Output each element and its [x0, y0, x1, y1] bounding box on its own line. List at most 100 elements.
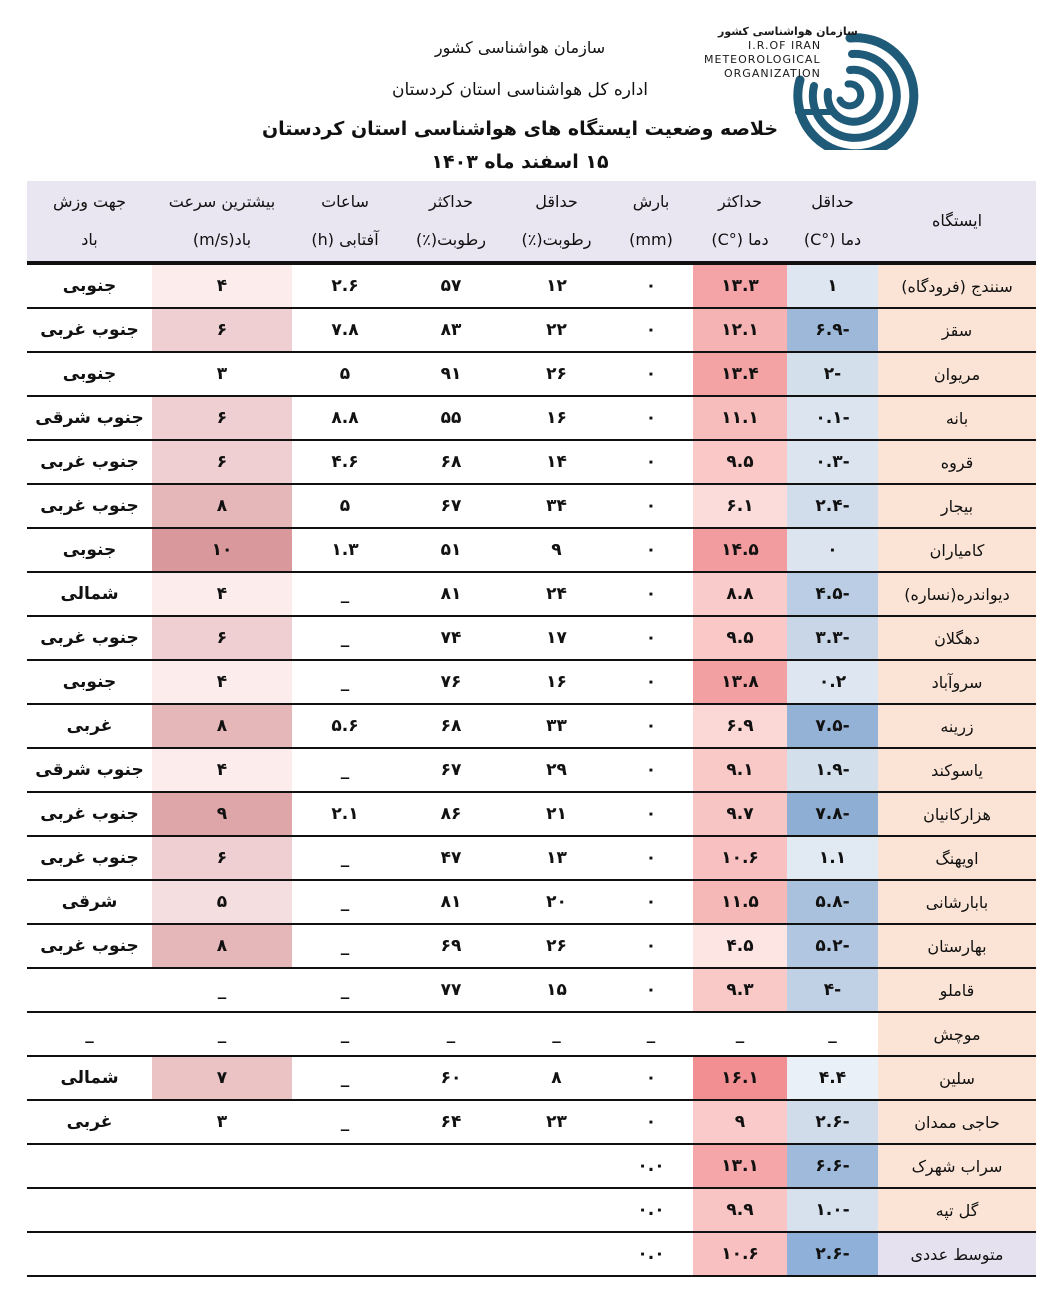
max-humidity-cell: ۴۷ [398, 836, 504, 881]
min-humidity-cell: _ [504, 1012, 609, 1057]
min-humidity-cell: ۱۶ [504, 660, 609, 705]
wind-speed-cell: ۶ [152, 616, 292, 661]
precipitation-cell: ۰ [609, 484, 693, 529]
precipitation-cell: ۰ [609, 616, 693, 661]
sunshine-cell: _ [292, 924, 398, 969]
sunshine-cell: _ [292, 836, 398, 881]
wind-speed-cell: ۶ [152, 836, 292, 881]
table-row: زرینه -۷.۵ ۶.۹ ۰ ۳۳ ۶۸ ۵.۶ ۸ غربی [27, 704, 1036, 749]
column-header-line-1: حداکثر [428, 192, 473, 211]
sunshine-cell: _ [292, 660, 398, 705]
wind-direction-cell: غربی [27, 704, 152, 749]
wind-direction-cell: جنوب غربی [27, 792, 152, 837]
sunshine-cell: _ [292, 572, 398, 617]
table-row: مریوان -۲ ۱۳.۴ ۰ ۲۶ ۹۱ ۵ ۳ جنوبی [27, 352, 1036, 397]
min-temp-cell: -۲.۶ [787, 1100, 878, 1145]
precipitation-cell: ۰ [609, 660, 693, 705]
min-temp-cell: -۴.۵ [787, 572, 878, 617]
wind-speed-cell: _ [152, 1012, 292, 1057]
wind-direction-cell [27, 968, 152, 1013]
sunshine-cell: ۵ [292, 352, 398, 397]
wind-direction-cell: جنوبی [27, 660, 152, 705]
logo-english-line-3: ORGANIZATION [724, 67, 821, 80]
max-temp-cell: ۹.۷ [693, 792, 787, 837]
table-row: کامیاران ۰ ۱۴.۵ ۰ ۹ ۵۱ ۱.۳ ۱۰ جنوبی [27, 528, 1036, 573]
wind-direction-cell [27, 1188, 152, 1233]
max-temp-cell: ۹.۵ [693, 616, 787, 661]
max-temp-cell: ۱۴.۵ [693, 528, 787, 573]
max-humidity-cell: ۵۱ [398, 528, 504, 573]
table-row: گل تپه -۱.۰ ۹.۹ ۰.۰ [27, 1188, 1036, 1233]
min-humidity-cell: ۲۳ [504, 1100, 609, 1145]
meteorological-organization-logo: سازمان هواشناسی کشور I.R.OF IRAN METEORO… [700, 20, 920, 150]
station-name-cell: یاسوکند [878, 748, 1036, 793]
column-header-wind-direction: جهت وزش باد [27, 181, 152, 263]
report-title: خلاصه وضعیت ایستگاه های هواشناسی استان ک… [261, 118, 779, 140]
min-humidity-cell [504, 1144, 609, 1189]
wind-speed-cell [152, 1232, 292, 1277]
precipitation-cell: ۰.۰ [609, 1144, 693, 1189]
min-humidity-cell: ۸ [504, 1056, 609, 1101]
wind-direction-cell: جنوب شرقی [27, 396, 152, 441]
max-temp-cell: ۹.۱ [693, 748, 787, 793]
station-name-cell: بهارستان [878, 924, 1036, 969]
column-header-line-1: جهت وزش [52, 192, 127, 211]
station-name-cell: موچش [878, 1012, 1036, 1057]
min-temp-cell: -۵.۲ [787, 924, 878, 969]
min-humidity-cell: ۲۹ [504, 748, 609, 793]
min-humidity-cell: ۳۴ [504, 484, 609, 529]
wind-direction-cell: شرقی [27, 880, 152, 925]
station-name-cell: کامیاران [878, 528, 1036, 573]
station-name-cell: قروه [878, 440, 1036, 485]
wind-speed-cell: ۸ [152, 484, 292, 529]
table-body: سنندج (فرودگاه) ۱ ۱۳.۳ ۰ ۱۲ ۵۷ ۲.۶ ۴ جنوبی سقز -۶.… [27, 263, 1036, 1277]
min-humidity-cell: ۹ [504, 528, 609, 573]
station-name-cell: بیجار [878, 484, 1036, 529]
max-humidity-cell: ۵۷ [398, 263, 504, 309]
column-header-line-2: رطوبت(٪) [416, 230, 486, 249]
precipitation-cell: ۰.۰ [609, 1232, 693, 1277]
station-name-cell: دیواندره(نساره) [878, 572, 1036, 617]
column-header-line-2: باد [81, 230, 98, 249]
max-humidity-cell: ۸۱ [398, 572, 504, 617]
column-header-station: ایستگاه [878, 181, 1036, 263]
max-humidity-cell: ۶۴ [398, 1100, 504, 1145]
wind-direction-cell: جنوب غربی [27, 440, 152, 485]
min-humidity-cell: ۲۴ [504, 572, 609, 617]
max-humidity-cell: ۵۵ [398, 396, 504, 441]
wind-direction-cell: _ [27, 1012, 152, 1057]
max-humidity-cell: ۶۷ [398, 748, 504, 793]
column-header-line-2: آفتابی (h) [311, 230, 379, 249]
table-row: بانه -۰.۱ ۱۱.۱ ۰ ۱۶ ۵۵ ۸.۸ ۶ جنوب شرقی [27, 396, 1036, 441]
wind-speed-cell: ۴ [152, 660, 292, 705]
sunshine-cell: ۲.۶ [292, 263, 398, 309]
column-header-line-1: حداقل [535, 192, 578, 211]
table-row: بیجار -۲.۴ ۶.۱ ۰ ۳۴ ۶۷ ۵ ۸ جنوب غربی [27, 484, 1036, 529]
min-humidity-cell: ۱۴ [504, 440, 609, 485]
min-temp-cell: ۱.۱ [787, 836, 878, 881]
station-name-cell: بابارشانی [878, 880, 1036, 925]
sunshine-cell: ۵.۶ [292, 704, 398, 749]
max-temp-cell: ۱۱.۱ [693, 396, 787, 441]
column-header-max-wind-speed: بیشترین سرعت باد(m/s) [152, 181, 292, 263]
column-header-max-humidity: حداکثر رطوبت(٪) [398, 181, 504, 263]
precipitation-cell: ۰ [609, 308, 693, 353]
wind-direction-cell: جنوب غربی [27, 616, 152, 661]
wind-speed-cell: ۱۰ [152, 528, 292, 573]
min-temp-cell: -۷.۵ [787, 704, 878, 749]
max-temp-cell: ۱۳.۳ [693, 263, 787, 309]
max-humidity-cell: ۶۸ [398, 440, 504, 485]
max-temp-cell: ۹.۳ [693, 968, 787, 1013]
max-humidity-cell: ۹۱ [398, 352, 504, 397]
table-row: سنندج (فرودگاه) ۱ ۱۳.۳ ۰ ۱۲ ۵۷ ۲.۶ ۴ جنوبی [27, 263, 1036, 309]
station-name-cell: سلین [878, 1056, 1036, 1101]
sunshine-cell: _ [292, 1012, 398, 1057]
sunshine-cell: _ [292, 1100, 398, 1145]
precipitation-cell: ۰ [609, 968, 693, 1013]
station-name-cell: سنندج (فرودگاه) [878, 263, 1036, 309]
station-name-cell: هزارکانیان [878, 792, 1036, 837]
sunshine-cell: ۱.۳ [292, 528, 398, 573]
station-name-cell: متوسط عددی [878, 1232, 1036, 1277]
wind-direction-cell: جنوب غربی [27, 308, 152, 353]
table-row: بهارستان -۵.۲ ۴.۵ ۰ ۲۶ ۶۹ _ ۸ جنوب غربی [27, 924, 1036, 969]
